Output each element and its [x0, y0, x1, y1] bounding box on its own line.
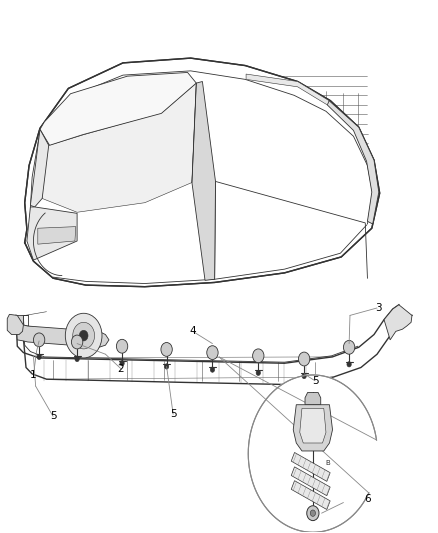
Polygon shape [327, 101, 379, 224]
Polygon shape [291, 481, 330, 510]
Text: 3: 3 [375, 303, 381, 313]
Circle shape [117, 340, 128, 353]
Polygon shape [40, 83, 196, 212]
Circle shape [75, 357, 79, 362]
Text: 5: 5 [170, 409, 177, 419]
Text: 6: 6 [364, 494, 371, 504]
Polygon shape [305, 392, 321, 405]
Circle shape [120, 361, 124, 366]
Circle shape [207, 346, 218, 360]
Text: 2: 2 [117, 364, 124, 374]
Circle shape [307, 506, 319, 521]
Circle shape [161, 343, 172, 357]
Polygon shape [27, 207, 77, 260]
Text: 1: 1 [30, 370, 37, 381]
Circle shape [73, 322, 95, 349]
Polygon shape [300, 408, 326, 443]
Polygon shape [384, 305, 412, 340]
Circle shape [310, 510, 315, 516]
Polygon shape [25, 58, 380, 287]
Polygon shape [293, 405, 332, 451]
Circle shape [253, 349, 264, 363]
Polygon shape [40, 72, 196, 146]
Circle shape [37, 354, 41, 360]
Polygon shape [38, 227, 76, 244]
Polygon shape [291, 453, 330, 481]
Text: B: B [325, 460, 330, 466]
Circle shape [347, 362, 351, 367]
Circle shape [210, 367, 215, 372]
Circle shape [79, 330, 88, 341]
Circle shape [164, 364, 169, 369]
Polygon shape [30, 130, 49, 207]
Polygon shape [7, 314, 23, 335]
Circle shape [65, 313, 102, 358]
Circle shape [256, 370, 261, 375]
Text: 4: 4 [190, 326, 196, 336]
Circle shape [302, 373, 306, 378]
Polygon shape [192, 82, 215, 280]
Circle shape [71, 335, 83, 349]
Circle shape [298, 352, 310, 366]
Text: 5: 5 [50, 411, 57, 422]
Circle shape [343, 341, 355, 354]
Text: 5: 5 [312, 376, 318, 386]
Polygon shape [246, 74, 329, 105]
Circle shape [248, 375, 378, 532]
Polygon shape [291, 467, 330, 496]
Circle shape [33, 333, 45, 347]
Polygon shape [16, 316, 109, 348]
